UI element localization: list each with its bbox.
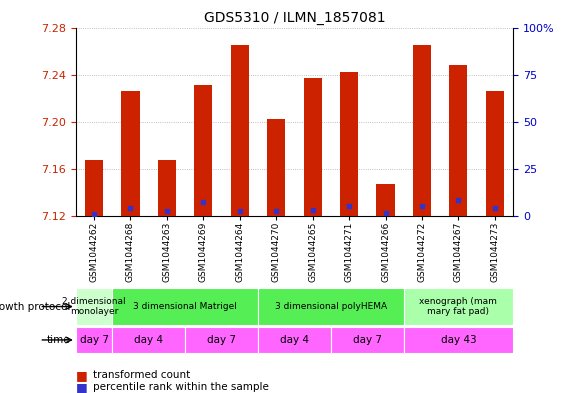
Text: xenograph (mam
mary fat pad): xenograph (mam mary fat pad) [419,297,497,316]
Bar [331,327,403,353]
Bar [267,119,285,216]
Bar [112,327,185,353]
Text: day 7: day 7 [207,335,236,345]
Text: 2 dimensional
monolayer: 2 dimensional monolayer [62,297,126,316]
Text: time: time [46,335,70,345]
Title: GDS5310 / ILMN_1857081: GDS5310 / ILMN_1857081 [203,11,385,25]
Bar [258,327,331,353]
Bar [112,288,258,325]
Text: percentile rank within the sample: percentile rank within the sample [93,382,269,392]
Text: day 7: day 7 [79,335,108,345]
Bar [403,288,513,325]
Text: day 7: day 7 [353,335,382,345]
Text: growth protocol: growth protocol [0,301,70,312]
Bar [258,288,403,325]
Text: transformed count: transformed count [93,370,191,380]
Bar [85,160,103,216]
Text: day 4: day 4 [280,335,309,345]
Bar [449,65,468,216]
Bar [158,160,176,216]
Bar [377,184,395,216]
Bar [231,45,249,216]
Bar [76,288,112,325]
Bar [340,72,358,216]
Bar [185,327,258,353]
Bar [76,327,112,353]
Text: ■: ■ [76,369,87,382]
Text: 3 dimensional polyHEMA: 3 dimensional polyHEMA [275,302,387,311]
Text: day 43: day 43 [441,335,476,345]
Bar [486,91,504,216]
Bar [304,78,322,216]
Bar [194,85,212,216]
Bar [403,327,513,353]
Bar [121,91,139,216]
Text: ■: ■ [76,380,87,393]
Text: day 4: day 4 [134,335,163,345]
Text: 3 dimensional Matrigel: 3 dimensional Matrigel [133,302,237,311]
Bar [413,45,431,216]
